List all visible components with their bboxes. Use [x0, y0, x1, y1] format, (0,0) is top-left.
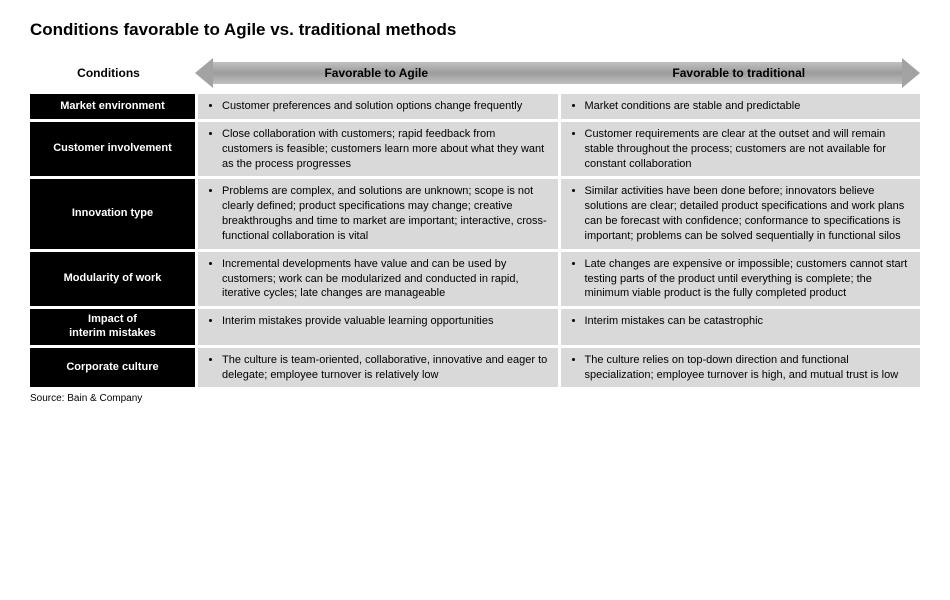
list-item: Market conditions are stable and predict… [585, 99, 911, 114]
comparison-table: Market environment Customer preferences a… [30, 94, 920, 387]
list-item: Incremental developments have value and … [222, 257, 548, 302]
table-row: Modularity of work Incremental developmen… [30, 252, 920, 307]
arrow-label-agile: Favorable to Agile [195, 58, 558, 88]
agile-cell: Customer preferences and solution option… [198, 94, 558, 119]
row-label: Customer involvement [30, 122, 195, 177]
row-label: Innovation type [30, 179, 195, 248]
list-item: The culture relies on top-down direction… [585, 353, 911, 383]
arrow-label-traditional: Favorable to traditional [558, 58, 921, 88]
table-row: Customer involvement Close collaboration … [30, 122, 920, 177]
spectrum-arrow: Favorable to Agile Favorable to traditio… [195, 58, 920, 88]
row-label: Corporate culture [30, 348, 195, 388]
table-row: Market environment Customer preferences a… [30, 94, 920, 119]
traditional-cell: Customer requirements are clear at the o… [561, 122, 921, 177]
agile-cell: The culture is team-oriented, collaborat… [198, 348, 558, 388]
conditions-column-header: Conditions [30, 66, 195, 80]
traditional-cell: Late changes are expensive or impossible… [561, 252, 921, 307]
agile-cell: Problems are complex, and solutions are … [198, 179, 558, 248]
agile-cell: Close collaboration with customers; rapi… [198, 122, 558, 177]
list-item: Customer requirements are clear at the o… [585, 127, 911, 172]
list-item: Late changes are expensive or impossible… [585, 257, 911, 302]
agile-cell: Incremental developments have value and … [198, 252, 558, 307]
list-item: Interim mistakes can be catastrophic [585, 314, 911, 329]
header-row: Conditions Favorable to Agile Favorable … [30, 58, 920, 88]
list-item: Similar activities have been done before… [585, 184, 911, 243]
list-item: Interim mistakes provide valuable learni… [222, 314, 548, 329]
page-title: Conditions favorable to Agile vs. tradit… [30, 20, 920, 40]
row-label: Impact of interim mistakes [30, 309, 195, 345]
table-row: Impact of interim mistakes Interim mistak… [30, 309, 920, 345]
row-label: Modularity of work [30, 252, 195, 307]
table-row: Corporate culture The culture is team-ori… [30, 348, 920, 388]
list-item: Customer preferences and solution option… [222, 99, 548, 114]
table-row: Innovation type Problems are complex, and… [30, 179, 920, 248]
list-item: Close collaboration with customers; rapi… [222, 127, 548, 172]
list-item: Problems are complex, and solutions are … [222, 184, 548, 243]
traditional-cell: The culture relies on top-down direction… [561, 348, 921, 388]
list-item: The culture is team-oriented, collaborat… [222, 353, 548, 383]
traditional-cell: Similar activities have been done before… [561, 179, 921, 248]
traditional-cell: Market conditions are stable and predict… [561, 94, 921, 119]
row-label: Market environment [30, 94, 195, 119]
source-attribution: Source: Bain & Company [30, 393, 920, 404]
agile-cell: Interim mistakes provide valuable learni… [198, 309, 558, 345]
traditional-cell: Interim mistakes can be catastrophic [561, 309, 921, 345]
